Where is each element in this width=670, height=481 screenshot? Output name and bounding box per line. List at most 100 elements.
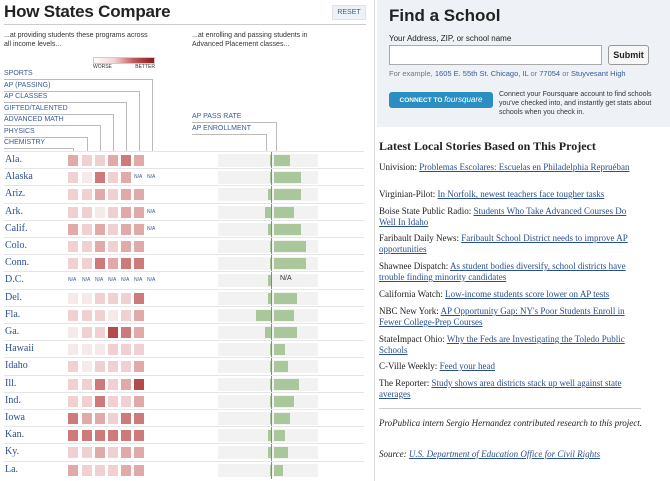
story-link[interactable]: Problemas Escolares: Escuelas en Philade… bbox=[419, 162, 630, 172]
state-name-link[interactable]: Calif. bbox=[5, 222, 28, 234]
rating-cell[interactable] bbox=[121, 155, 131, 166]
ap-enrollment-bar[interactable] bbox=[274, 395, 295, 407]
state-row[interactable]: Del. bbox=[4, 288, 364, 307]
rating-cell[interactable] bbox=[95, 206, 105, 218]
ap-pass-rate-bar[interactable] bbox=[269, 464, 272, 476]
rating-cell[interactable] bbox=[134, 292, 144, 304]
rating-cell[interactable] bbox=[95, 241, 105, 252]
rating-cell[interactable] bbox=[108, 309, 118, 321]
ap-pass-rate-bar[interactable] bbox=[267, 223, 272, 235]
story-link[interactable]: In Norfolk, newest teachers face tougher… bbox=[437, 189, 605, 199]
source-link[interactable]: U.S. Department of Education Office for … bbox=[408, 449, 601, 459]
rating-cell[interactable] bbox=[134, 395, 144, 407]
example-address-link[interactable]: 1605 E. 55th St. Chicago, IL bbox=[434, 69, 529, 78]
state-row[interactable]: Kan. bbox=[4, 426, 364, 445]
rating-cell[interactable] bbox=[95, 223, 105, 235]
rating-cell[interactable] bbox=[82, 172, 92, 184]
state-name-link[interactable]: Iowa bbox=[5, 412, 25, 423]
rating-cell[interactable] bbox=[121, 292, 131, 304]
ap-pass-rate-bar[interactable] bbox=[269, 241, 272, 252]
ap-enrollment-bar[interactable] bbox=[274, 430, 286, 442]
rating-cell[interactable] bbox=[108, 430, 118, 442]
rating-cell[interactable] bbox=[82, 223, 92, 235]
rating-cell[interactable] bbox=[68, 327, 78, 338]
story-link[interactable]: AP Opportunity Gap: NY's Poor Students E… bbox=[379, 306, 625, 327]
column-label-advanced-math[interactable]: ADVANCED MATH bbox=[4, 115, 100, 126]
rating-cell[interactable] bbox=[82, 189, 92, 201]
rating-cell[interactable] bbox=[82, 292, 92, 304]
rating-cell[interactable] bbox=[68, 258, 78, 270]
ap-pass-rate-bar[interactable] bbox=[265, 327, 272, 338]
example-zip-link[interactable]: 77054 bbox=[539, 69, 561, 78]
rating-cell[interactable] bbox=[121, 223, 131, 235]
rating-cell[interactable] bbox=[134, 378, 144, 390]
state-row[interactable]: Idaho bbox=[4, 357, 364, 376]
ap-pass-rate-bar[interactable] bbox=[269, 378, 272, 390]
ap-enrollment-bar[interactable] bbox=[274, 361, 288, 373]
rating-cell[interactable] bbox=[134, 413, 144, 424]
ap-pass-rate-bar[interactable] bbox=[269, 344, 272, 356]
state-name-link[interactable]: D.C. bbox=[5, 274, 24, 286]
state-name-link[interactable]: Ga. bbox=[5, 326, 20, 337]
state-name-link[interactable]: Fla. bbox=[5, 308, 21, 320]
column-label-sports[interactable]: SPORTS bbox=[4, 69, 152, 80]
story-link[interactable]: Students Who Take Advanced Courses Do We… bbox=[379, 206, 627, 227]
rating-cell[interactable] bbox=[108, 155, 118, 166]
rating-cell[interactable] bbox=[134, 344, 144, 356]
story-link[interactable]: Study shows area districts stack up well… bbox=[379, 378, 622, 399]
rating-cell[interactable] bbox=[95, 378, 105, 390]
state-name-link[interactable]: Del. bbox=[5, 291, 22, 303]
rating-cell[interactable] bbox=[108, 241, 118, 252]
ap-enrollment-bar[interactable] bbox=[274, 344, 286, 356]
rating-cell[interactable] bbox=[82, 464, 92, 476]
ap-enrollment-bar[interactable] bbox=[274, 378, 299, 390]
state-name-link[interactable]: Colo. bbox=[5, 240, 27, 251]
ap-pass-rate-bar[interactable] bbox=[267, 189, 272, 201]
ap-enrollment-bar[interactable] bbox=[274, 241, 306, 252]
rating-cell[interactable] bbox=[121, 241, 131, 252]
ap-pass-rate-bar[interactable] bbox=[269, 172, 272, 184]
rating-cell[interactable] bbox=[121, 206, 131, 218]
rating-cell[interactable] bbox=[68, 395, 78, 407]
rating-cell[interactable] bbox=[82, 378, 92, 390]
state-row[interactable]: Calif. N/A bbox=[4, 219, 364, 238]
state-name-link[interactable]: Ala. bbox=[5, 154, 22, 165]
rating-cell[interactable] bbox=[68, 361, 78, 373]
rating-cell[interactable] bbox=[82, 155, 92, 166]
rating-cell[interactable] bbox=[121, 447, 131, 459]
ap-enrollment-bar[interactable] bbox=[274, 447, 288, 459]
ap-enrollment-bar[interactable] bbox=[274, 155, 290, 166]
state-row[interactable]: Ill. bbox=[4, 374, 364, 393]
rating-cell[interactable] bbox=[121, 378, 131, 390]
rating-cell[interactable] bbox=[95, 292, 105, 304]
story-link[interactable]: Faribault School District needs to impro… bbox=[379, 233, 628, 254]
state-row[interactable]: Ga. bbox=[4, 323, 364, 341]
rating-cell[interactable] bbox=[82, 327, 92, 338]
rating-cell[interactable] bbox=[108, 464, 118, 476]
rating-cell[interactable] bbox=[82, 258, 92, 270]
rating-cell[interactable] bbox=[134, 327, 144, 338]
rating-cell[interactable] bbox=[108, 292, 118, 304]
rating-cell[interactable] bbox=[121, 189, 131, 201]
rating-cell[interactable] bbox=[121, 309, 131, 321]
rating-cell[interactable] bbox=[95, 189, 105, 201]
rating-cell[interactable] bbox=[121, 344, 131, 356]
rating-cell[interactable] bbox=[68, 292, 78, 304]
rating-cell[interactable] bbox=[82, 395, 92, 407]
rating-cell[interactable] bbox=[121, 258, 131, 270]
address-input[interactable] bbox=[389, 45, 602, 65]
rating-cell[interactable] bbox=[68, 241, 78, 252]
rating-cell[interactable] bbox=[95, 447, 105, 459]
rating-cell[interactable] bbox=[95, 395, 105, 407]
story-link[interactable]: As student bodies diversify, school dist… bbox=[379, 261, 626, 282]
rating-cell[interactable] bbox=[82, 430, 92, 442]
rating-cell[interactable] bbox=[68, 223, 78, 235]
rating-cell[interactable] bbox=[68, 430, 78, 442]
rating-cell[interactable] bbox=[108, 447, 118, 459]
ap-pass-rate-bar[interactable] bbox=[267, 430, 272, 442]
rating-cell[interactable] bbox=[68, 447, 78, 459]
rating-cell[interactable] bbox=[82, 206, 92, 218]
rating-cell[interactable] bbox=[68, 309, 78, 321]
rating-cell[interactable] bbox=[82, 309, 92, 321]
ap-pass-rate-bar[interactable] bbox=[267, 292, 272, 304]
